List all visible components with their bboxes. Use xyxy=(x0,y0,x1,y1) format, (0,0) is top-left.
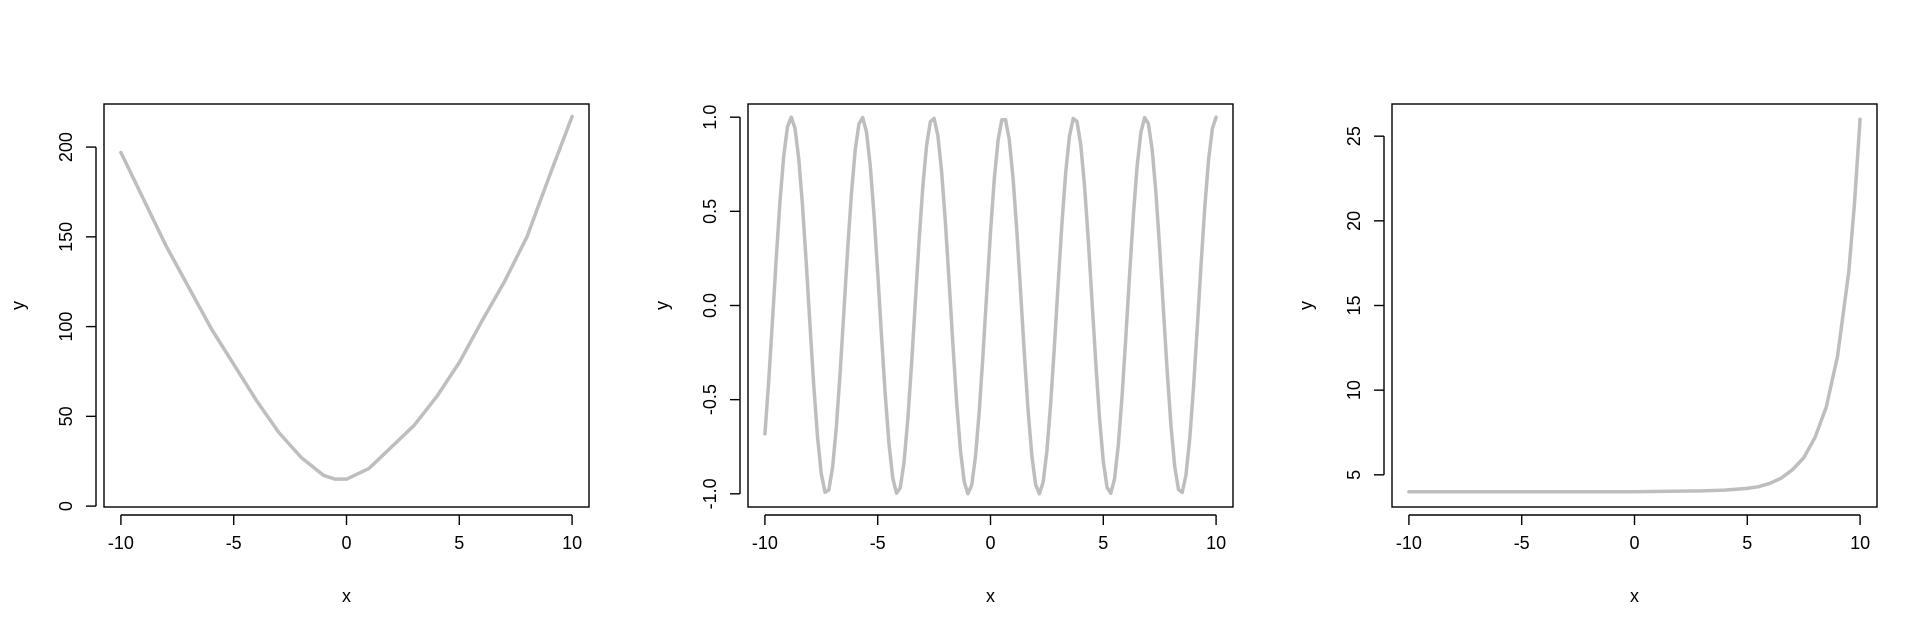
y-tick-label-2: -1.0 xyxy=(700,478,720,509)
y-tick-label-3: 20 xyxy=(1344,211,1364,231)
x-tick-label-3: 5 xyxy=(1742,533,1752,553)
x-tick-label-3: 0 xyxy=(1629,533,1639,553)
x-tick-label-3: -10 xyxy=(1396,533,1422,553)
x-tick-label-2: -10 xyxy=(752,533,778,553)
panel-2: -10 -5 0 5 10 x -1.0 -0.5 0.0 0.5 1.0 y xyxy=(652,103,1234,606)
panel-1: -10 -5 0 5 10 x 0 50 100 150 200 y xyxy=(8,103,590,606)
y-tick-label-1: 150 xyxy=(56,222,76,252)
x-tick-label-2: 0 xyxy=(985,533,995,553)
y-axis-label-3: y xyxy=(1296,301,1316,310)
x-tick-label-1: 5 xyxy=(454,533,464,553)
y-tick-label-1: 100 xyxy=(56,312,76,342)
x-axis-label-1: x xyxy=(342,586,351,606)
x-tick-label-2: 10 xyxy=(1206,533,1226,553)
y-tick-label-2: 0.5 xyxy=(700,199,720,224)
panel-3: -10 -5 0 5 10 x 5 10 15 20 25 y xyxy=(1296,103,1878,606)
x-axis-label-3: x xyxy=(1630,586,1639,606)
series-line-1 xyxy=(119,114,574,481)
y-tick-label-1: 200 xyxy=(56,132,76,162)
x-tick-label-2: 5 xyxy=(1098,533,1108,553)
x-tick-label-1: 0 xyxy=(341,533,351,553)
y-tick-label-3: 10 xyxy=(1344,380,1364,400)
series-line-2 xyxy=(763,115,1218,496)
series-line-3 xyxy=(1407,117,1862,494)
y-tick-label-3: 5 xyxy=(1344,470,1364,480)
y-axis-label-2: y xyxy=(652,301,672,310)
y-tick-label-2: 0.0 xyxy=(700,293,720,318)
plot-frame-3 xyxy=(1391,103,1878,508)
y-tick-label-3: 25 xyxy=(1344,126,1364,146)
y-tick-label-2: -0.5 xyxy=(700,384,720,415)
x-tick-label-3: -5 xyxy=(1514,533,1530,553)
x-tick-label-1: 10 xyxy=(562,533,582,553)
x-tick-label-3: 10 xyxy=(1850,533,1870,553)
x-tick-label-1: -5 xyxy=(226,533,242,553)
y-tick-label-3: 15 xyxy=(1344,295,1364,315)
y-tick-label-1: 50 xyxy=(56,406,76,426)
x-tick-label-2: -5 xyxy=(870,533,886,553)
y-tick-label-1: 0 xyxy=(56,501,76,511)
x-axis-label-2: x xyxy=(986,586,995,606)
plot-frame-2 xyxy=(747,103,1234,508)
plot-frame-1 xyxy=(103,103,590,508)
x-tick-label-1: -10 xyxy=(108,533,134,553)
y-tick-label-2: 1.0 xyxy=(700,105,720,130)
y-axis-label-1: y xyxy=(8,301,28,310)
